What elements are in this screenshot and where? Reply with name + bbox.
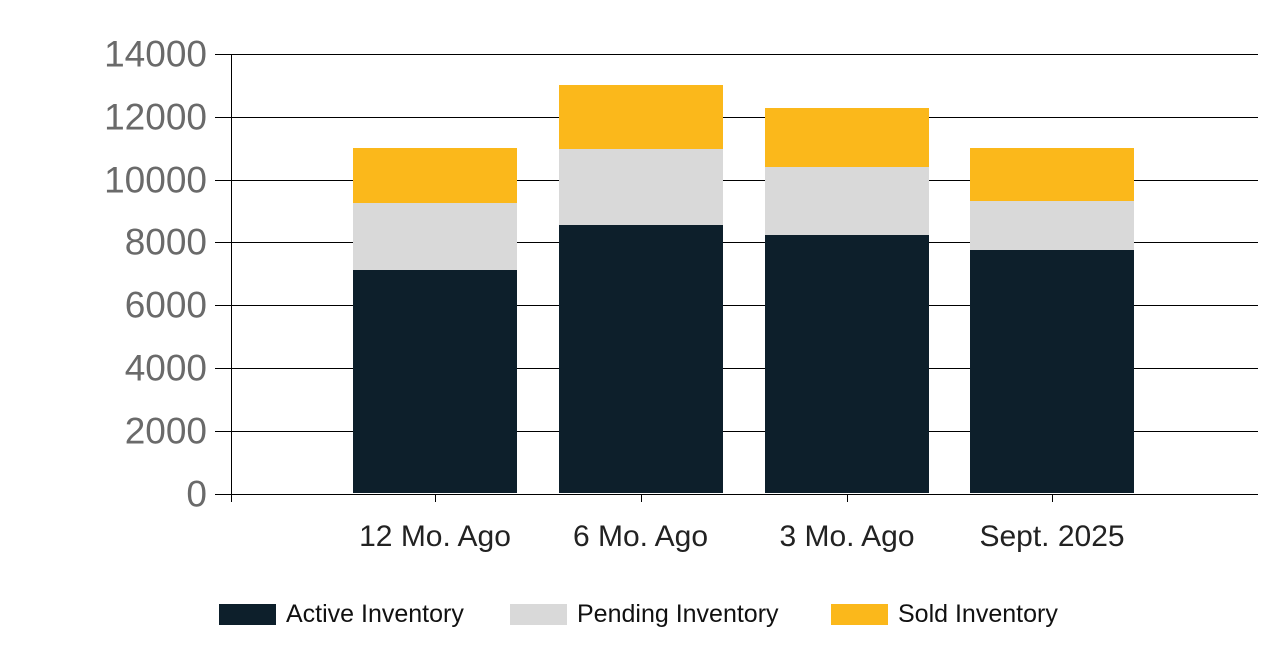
legend-label: Active Inventory bbox=[286, 599, 464, 628]
legend-item: Pending Inventory bbox=[510, 600, 779, 628]
legend-swatch-sold-inventory bbox=[831, 603, 888, 625]
bar-segment-pending-inventory bbox=[765, 167, 929, 235]
gridline bbox=[231, 242, 1258, 244]
x-axis-label: 12 Mo. Ago bbox=[359, 520, 511, 553]
x-axis-label: 3 Mo. Ago bbox=[779, 520, 915, 553]
y-tick-label: 0 bbox=[186, 473, 207, 514]
legend-label: Pending Inventory bbox=[577, 599, 779, 628]
bar-segment-sold-inventory bbox=[558, 85, 723, 150]
bar-segment-sold-inventory bbox=[765, 107, 929, 167]
y-axis-line bbox=[231, 54, 232, 502]
gridline bbox=[231, 179, 1258, 181]
x-axis-label: Sept. 2025 bbox=[979, 520, 1125, 553]
y-tick-label: 8000 bbox=[124, 221, 207, 263]
y-axis-tick bbox=[215, 54, 231, 55]
gridline bbox=[231, 493, 1258, 495]
bar-segment-pending-inventory bbox=[970, 200, 1134, 250]
y-tick-label: 6000 bbox=[124, 284, 207, 326]
y-axis-tick bbox=[215, 179, 231, 181]
bar-segment-sold-inventory bbox=[970, 148, 1134, 201]
y-axis-tick bbox=[215, 116, 231, 118]
legend-swatch-active-inventory bbox=[219, 603, 276, 625]
x-axis-tick bbox=[1052, 493, 1053, 502]
x-axis-label: 6 Mo. Ago bbox=[572, 520, 709, 553]
y-axis-tick bbox=[215, 242, 231, 244]
bar-segment-active-inventory bbox=[970, 249, 1134, 494]
legend-swatch-pending-inventory bbox=[510, 603, 567, 625]
legend-label: Sold Inventory bbox=[898, 599, 1058, 628]
gridline bbox=[231, 367, 1258, 369]
y-tick-label: 2000 bbox=[124, 410, 207, 452]
y-axis-tick bbox=[215, 305, 231, 307]
x-axis-tick bbox=[435, 493, 436, 502]
x-axis-tick bbox=[640, 493, 642, 502]
gridline bbox=[231, 305, 1258, 307]
gridline bbox=[231, 430, 1258, 432]
gridline bbox=[231, 116, 1258, 118]
y-axis-tick bbox=[215, 367, 231, 369]
y-axis-tick bbox=[215, 430, 231, 432]
bar-segment-active-inventory bbox=[353, 269, 517, 494]
bar-segment-pending-inventory bbox=[558, 149, 723, 226]
gridline bbox=[231, 54, 1258, 55]
bar-segment-sold-inventory bbox=[353, 148, 517, 204]
y-tick-label: 14000 bbox=[104, 33, 207, 75]
legend-item: Active Inventory bbox=[219, 600, 464, 628]
bar-segment-active-inventory bbox=[765, 234, 929, 494]
y-axis-tick bbox=[215, 493, 231, 495]
bar-segment-pending-inventory bbox=[353, 203, 517, 270]
legend-item: Sold Inventory bbox=[831, 600, 1058, 628]
y-tick-label: 12000 bbox=[104, 96, 207, 138]
bar-segment-active-inventory bbox=[558, 225, 723, 494]
y-tick-label: 4000 bbox=[124, 347, 207, 389]
x-axis-tick bbox=[847, 493, 848, 502]
y-tick-label: 10000 bbox=[104, 159, 207, 201]
